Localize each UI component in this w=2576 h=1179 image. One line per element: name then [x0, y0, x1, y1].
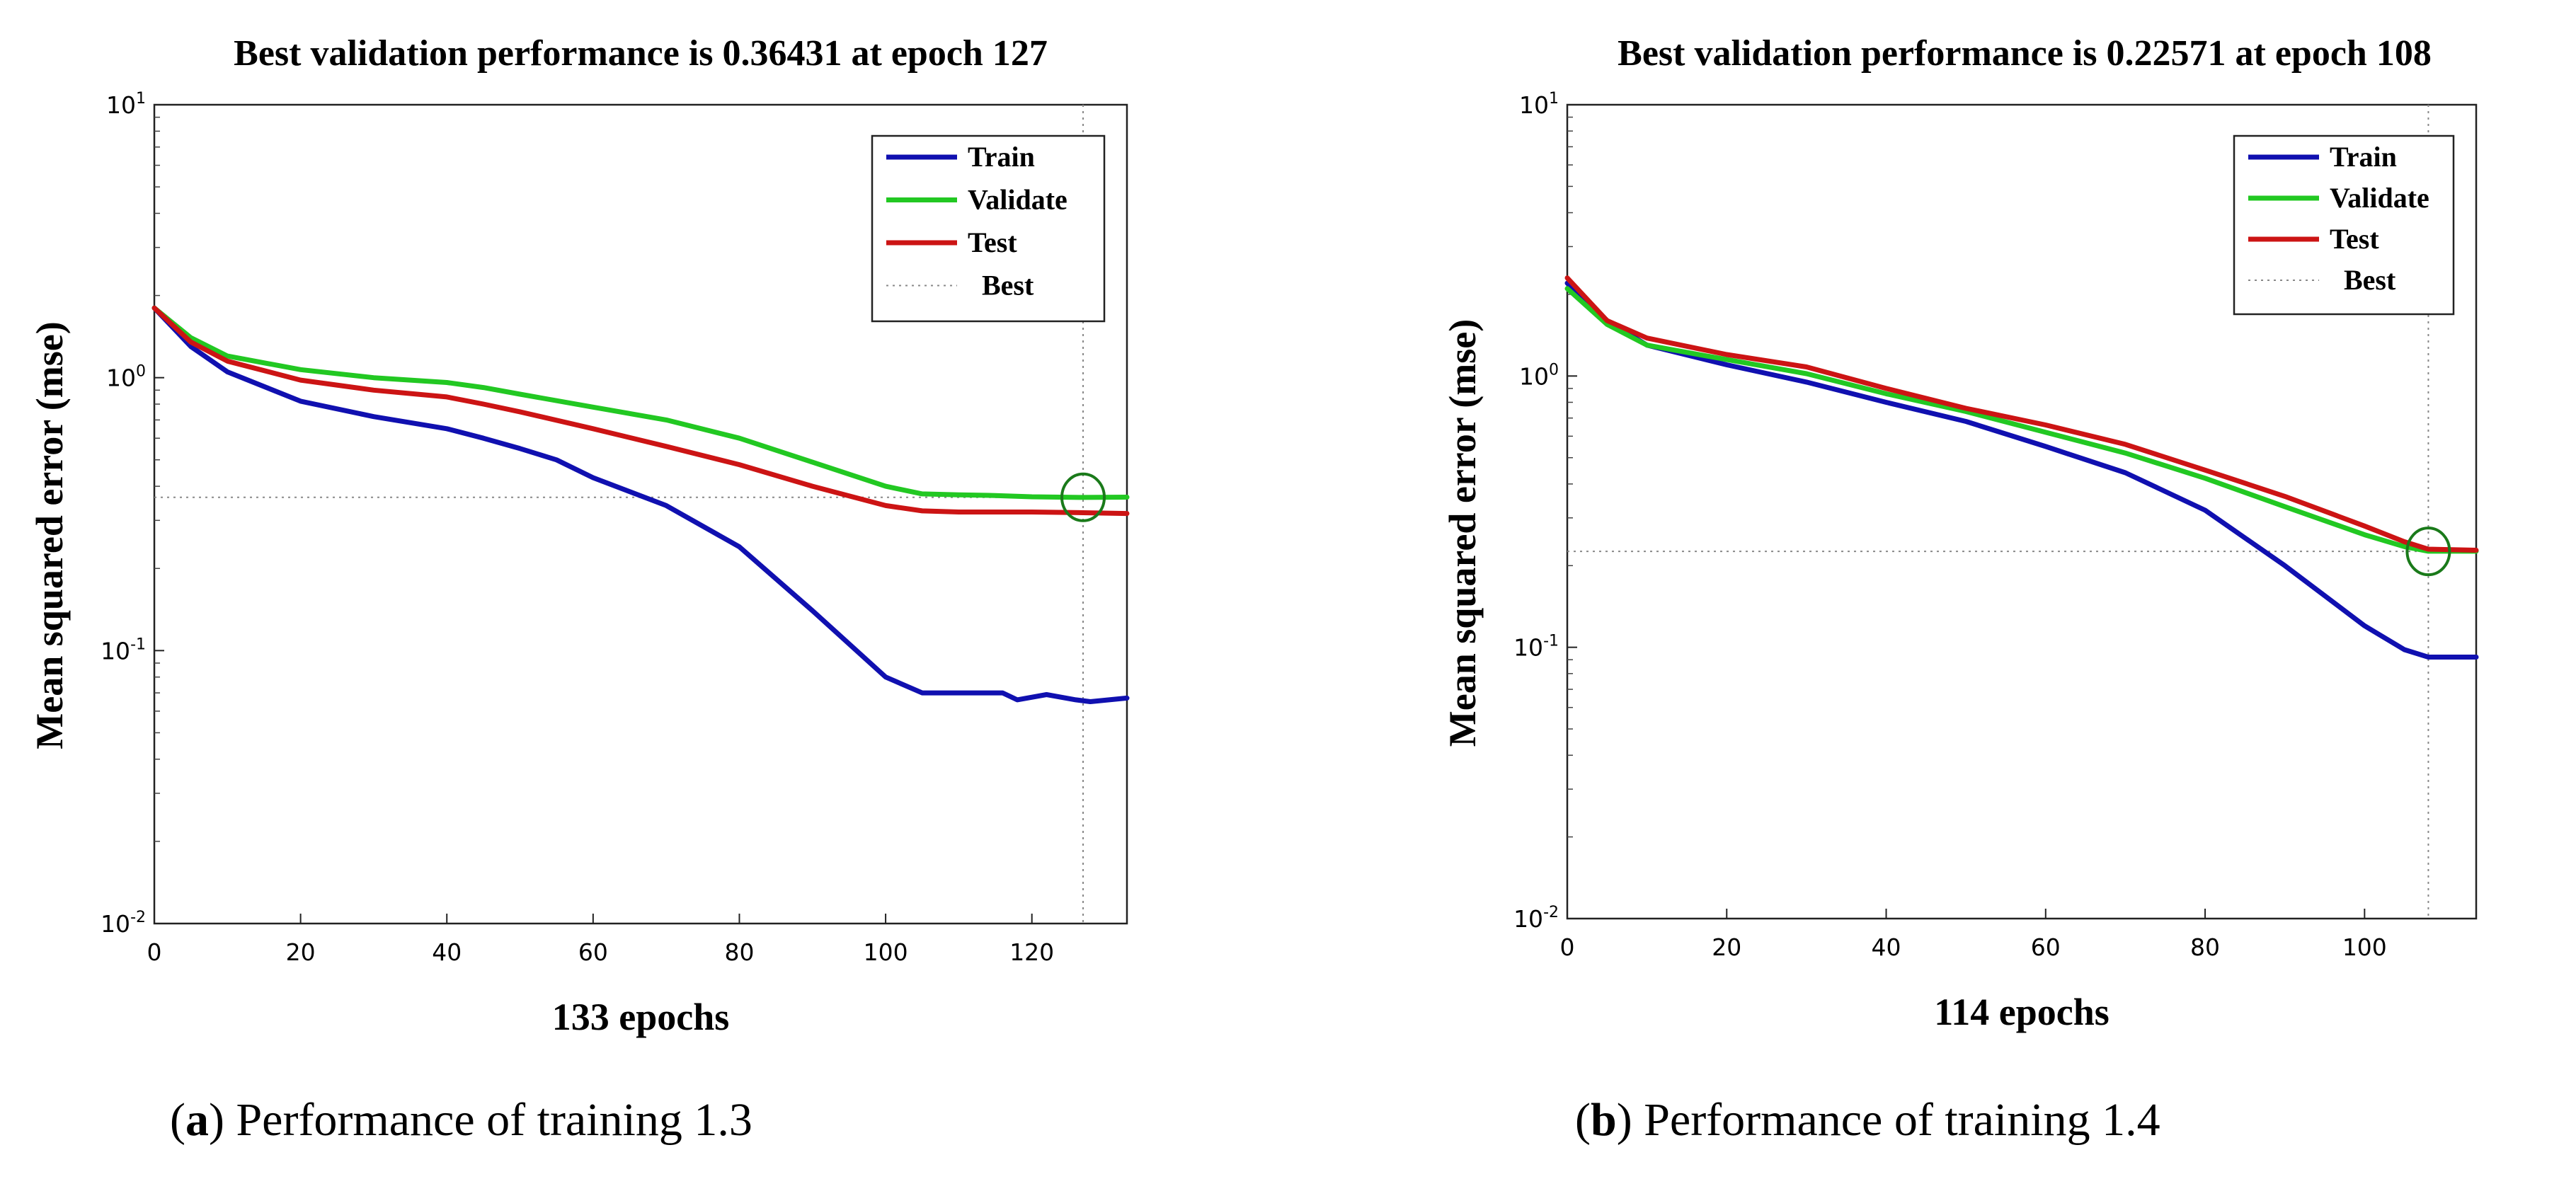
legend-label-best: Best [982, 270, 1034, 301]
chart-a: Best validation performance is 0.36431 a… [28, 33, 1130, 1038]
x-axis-label: 133 epochs [552, 996, 730, 1038]
legend-label-train: Train [2330, 141, 2397, 173]
legend-box [2233, 134, 2455, 316]
x-tick-label: 40 [1872, 933, 1901, 961]
x-tick-label: 100 [2342, 933, 2387, 961]
series-line-train [151, 305, 1130, 704]
legend-label-validate: Validate [968, 184, 1067, 216]
x-tick-label: 100 [864, 938, 908, 966]
caption-b-letter: b [1590, 1094, 1617, 1146]
y-tick-label: 100 [106, 363, 146, 392]
series-line-test [1564, 275, 2479, 553]
y-tick-label: 10-2 [1513, 904, 1559, 933]
caption-b: (b) Performance of training 1.4 [1575, 1094, 2160, 1146]
legend-label-train: Train [968, 141, 1035, 173]
series-line-test [151, 305, 1130, 517]
chart-panel-a: Best validation performance is 0.36431 a… [0, 0, 1274, 1176]
chart-b: Best validation performance is 0.22571 a… [1441, 33, 2479, 1033]
x-tick-label: 0 [147, 938, 162, 966]
series-line-train [1564, 280, 2479, 660]
series-line-validate [151, 305, 1130, 500]
chart-title: Best validation performance is 0.36431 a… [234, 33, 1048, 74]
caption-a-letter: a [185, 1094, 209, 1146]
y-axis-label: Mean squared error (mse) [1441, 319, 1484, 747]
x-tick-label: 120 [1009, 938, 1054, 966]
x-tick-label: 20 [1712, 933, 1741, 961]
legend-box [871, 134, 1106, 323]
caption-a: (a) Performance of training 1.3 [170, 1094, 752, 1146]
y-tick-label: 10-1 [1513, 633, 1559, 662]
legend-label-best: Best [2344, 264, 2396, 296]
chart-title: Best validation performance is 0.22571 a… [1618, 33, 2432, 74]
caption-b-text: Performance of training 1.4 [1632, 1094, 2160, 1146]
legend-label-validate: Validate [2330, 182, 2429, 214]
caption-a-text: Performance of training 1.3 [224, 1094, 752, 1146]
plot-frame [1566, 103, 2478, 920]
x-tick-label: 0 [1560, 933, 1575, 961]
series-line-validate [1564, 286, 2479, 554]
x-tick-label: 20 [286, 938, 316, 966]
best-marker [1060, 472, 1106, 522]
legend-label-test: Test [968, 226, 1017, 258]
x-tick-label: 60 [578, 938, 608, 966]
y-tick-label: 101 [106, 90, 146, 119]
chart-panel-b: Best validation performance is 0.22571 a… [1423, 0, 2576, 1176]
y-tick-label: 101 [1519, 90, 1559, 119]
y-tick-label: 100 [1519, 361, 1559, 390]
x-tick-label: 80 [2190, 933, 2220, 961]
x-axis-label: 114 epochs [1934, 991, 2110, 1033]
y-axis-label: Mean squared error (mse) [28, 321, 71, 749]
y-tick-label: 10-1 [101, 635, 146, 665]
x-tick-label: 60 [2031, 933, 2061, 961]
x-tick-label: 40 [432, 938, 462, 966]
y-tick-label: 10-2 [101, 909, 146, 938]
x-tick-label: 80 [724, 938, 754, 966]
legend-label-test: Test [2330, 223, 2379, 255]
best-marker [2405, 527, 2451, 577]
